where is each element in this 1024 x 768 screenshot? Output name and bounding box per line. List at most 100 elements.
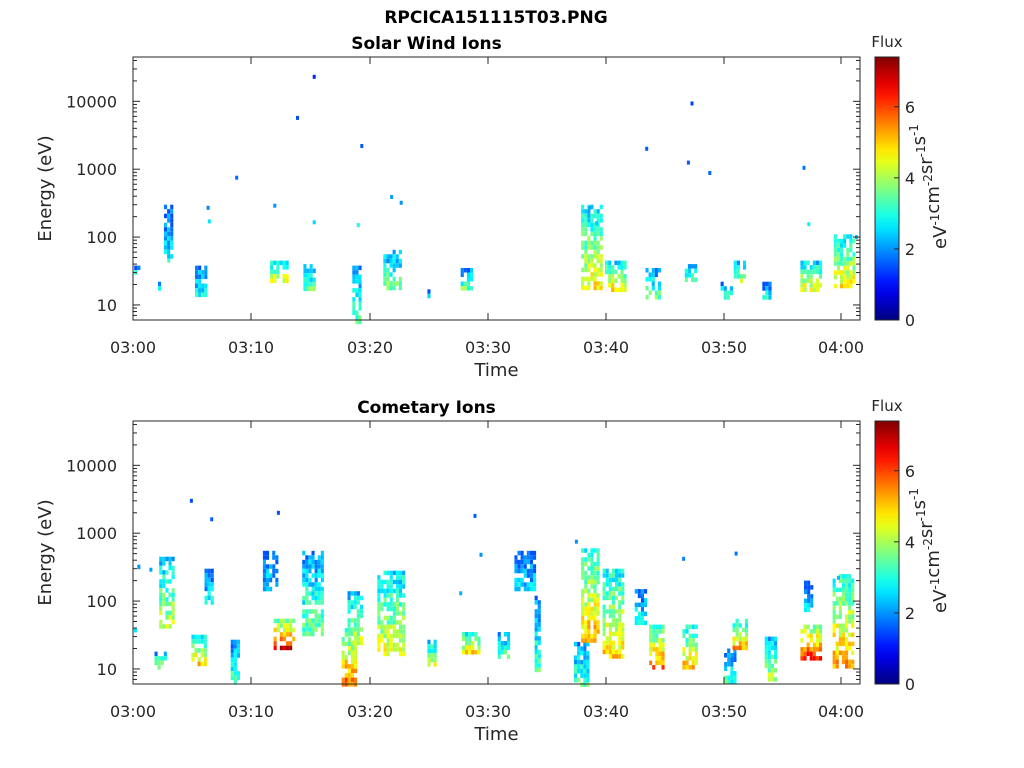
flux-cell (846, 274, 850, 280)
flux-cell (398, 258, 402, 264)
flux-cell (380, 633, 384, 639)
flux-cell (846, 261, 850, 266)
x-tick-label: 03:20 (347, 338, 393, 357)
flux-cell (272, 555, 276, 560)
colorbar-tick-label: 0 (905, 311, 915, 330)
flux-cell (466, 268, 470, 273)
flux-cell (833, 261, 837, 266)
flux-cell (849, 274, 853, 280)
flux-cell (832, 605, 836, 611)
flux-cell (599, 281, 603, 286)
flux-cell (198, 292, 202, 298)
flux-cell (399, 629, 403, 634)
flux-cell (533, 582, 537, 587)
flux-cell (392, 620, 396, 625)
flux-cell (590, 570, 594, 576)
flux-cluster (164, 204, 174, 259)
flux-cell (380, 620, 384, 625)
flux-cell (599, 258, 603, 264)
flux-cell (732, 641, 736, 646)
flux-cell (590, 593, 594, 598)
flux-cell (845, 628, 849, 633)
flux-cell (726, 290, 730, 296)
flux-cluster (461, 632, 481, 655)
flux-cell (463, 286, 467, 291)
flux-cell (350, 640, 354, 646)
flux-cell (466, 286, 470, 291)
flux-cell (352, 265, 356, 271)
flux-cell (395, 647, 399, 652)
flux-cell (838, 650, 842, 656)
flux-cell (266, 550, 270, 556)
flux-cell (308, 618, 312, 623)
colorbar (874, 56, 900, 321)
flux-point (588, 205, 591, 210)
flux-cell (851, 641, 855, 647)
flux-cell (652, 633, 656, 639)
flux-cell (305, 618, 309, 623)
flux-cell (170, 240, 174, 246)
flux-cluster (158, 281, 162, 291)
flux-cell (395, 570, 399, 576)
x-tick-label: 03:40 (583, 338, 629, 357)
flux-cell (344, 673, 348, 678)
flux-cell (200, 634, 204, 640)
flux-cell (587, 611, 591, 616)
flux-cell (358, 315, 362, 320)
flux-cell (353, 604, 357, 610)
flux-cell (356, 613, 360, 619)
flux-cell (800, 638, 804, 643)
flux-cell (584, 231, 588, 237)
flux-cell (621, 595, 625, 601)
flux-cell (270, 265, 274, 270)
flux-cell (586, 650, 590, 656)
flux-cell (430, 657, 434, 663)
flux-cell (523, 559, 527, 565)
flux-cell (460, 281, 464, 286)
flux-cell (471, 645, 475, 650)
flux-cell (809, 647, 813, 652)
flux-cell (587, 629, 591, 634)
flux-cell (621, 627, 625, 632)
flux-cell (602, 595, 606, 601)
flux-cell (377, 615, 381, 621)
flux-cell (581, 254, 585, 259)
flux-cell (577, 677, 581, 683)
flux-cell (661, 665, 665, 670)
flux-point (807, 222, 811, 227)
flux-cell (167, 254, 171, 259)
flux-cell (580, 659, 584, 665)
flux-cell (359, 627, 363, 632)
flux-cell (574, 673, 578, 678)
flux-cell (395, 620, 399, 625)
flux-cell (584, 620, 588, 625)
flux-cell (608, 627, 612, 632)
x-tick-label: 03:00 (110, 702, 156, 721)
flux-cell (744, 623, 748, 628)
flux-cluster (377, 570, 406, 657)
flux-cell (608, 274, 612, 279)
flux-cell (286, 627, 290, 633)
flux-cell (596, 254, 600, 259)
flux-cell (593, 566, 597, 571)
flux-cell (840, 270, 844, 275)
flux-cell (611, 573, 615, 578)
flux-cell (652, 624, 656, 630)
flux-cell (347, 600, 351, 605)
flux-cell (580, 673, 584, 678)
flux-cell (168, 565, 172, 571)
flux-cell (358, 274, 362, 280)
flux-cell (392, 258, 396, 264)
flux-cluster (764, 636, 778, 682)
flux-cell (727, 675, 731, 680)
flux-cell (347, 677, 351, 683)
flux-cell (819, 260, 823, 266)
flux-cell (586, 682, 590, 687)
flux-cell (534, 667, 538, 673)
flux-cell (608, 573, 612, 578)
flux-cluster (303, 264, 316, 292)
flux-cell (840, 274, 844, 280)
flux-cell (398, 276, 402, 282)
